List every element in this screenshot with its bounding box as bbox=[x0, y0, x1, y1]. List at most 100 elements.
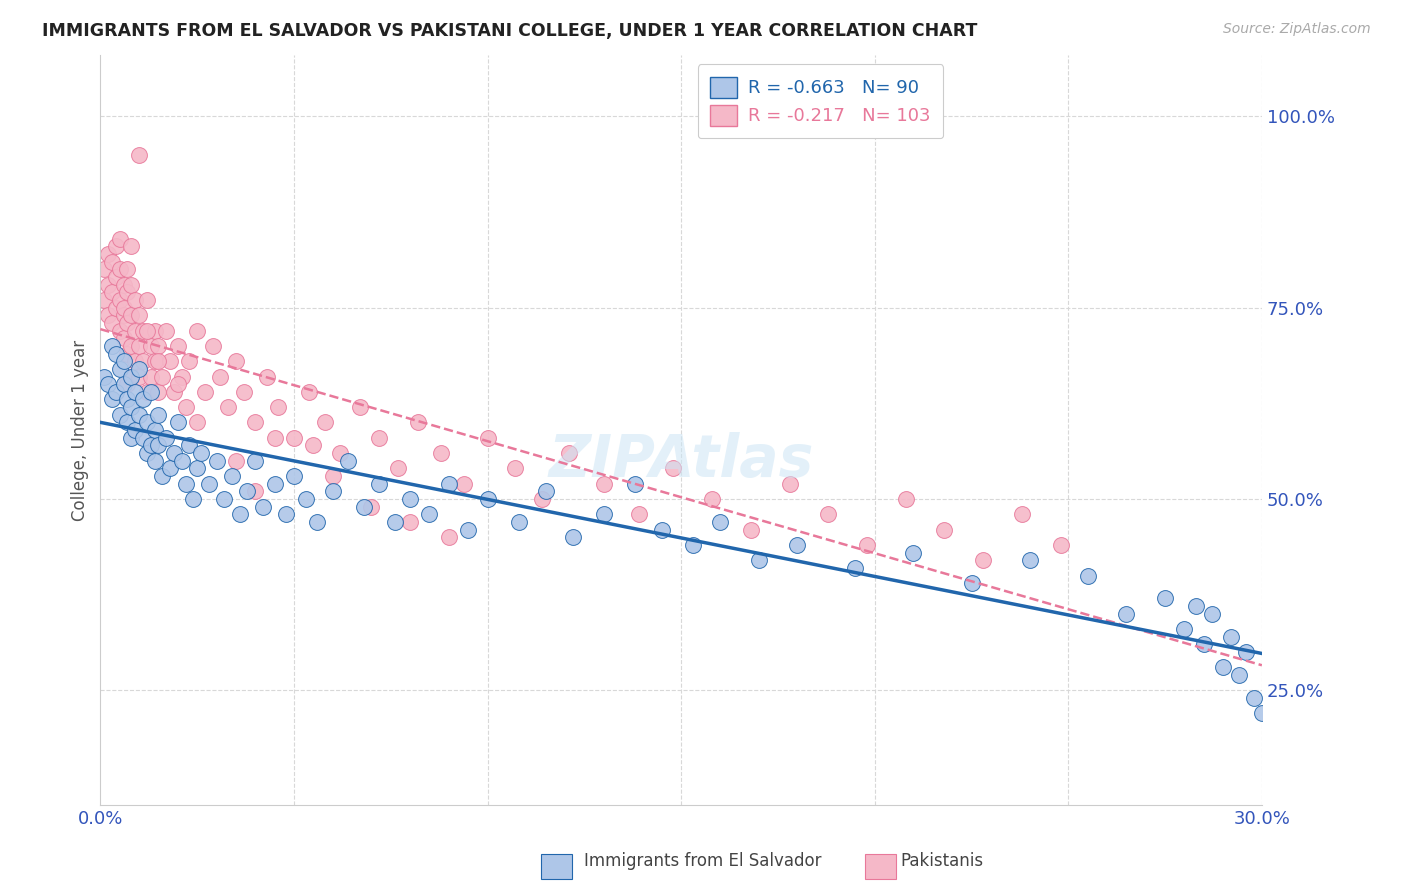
Point bbox=[120, 339, 142, 353]
Point bbox=[181, 491, 204, 506]
Point bbox=[179, 354, 201, 368]
Point bbox=[894, 491, 917, 506]
Point bbox=[298, 384, 321, 399]
Point bbox=[139, 384, 162, 399]
Point bbox=[124, 293, 146, 307]
Point bbox=[1185, 599, 1208, 614]
Point bbox=[135, 416, 157, 430]
Point bbox=[225, 354, 247, 368]
Point bbox=[294, 491, 316, 506]
Point bbox=[477, 431, 499, 445]
Point bbox=[1077, 568, 1099, 582]
Point bbox=[437, 530, 460, 544]
Point bbox=[101, 254, 124, 268]
Point bbox=[135, 446, 157, 460]
Point bbox=[112, 309, 135, 323]
Point bbox=[307, 515, 329, 529]
Point bbox=[1049, 538, 1071, 552]
Point bbox=[508, 515, 530, 529]
Point bbox=[245, 416, 267, 430]
Text: Source: ZipAtlas.com: Source: ZipAtlas.com bbox=[1223, 22, 1371, 37]
Point bbox=[101, 392, 124, 407]
Point bbox=[201, 339, 224, 353]
Point bbox=[700, 491, 723, 506]
Point bbox=[1212, 660, 1234, 674]
Point bbox=[101, 339, 124, 353]
Point bbox=[148, 408, 170, 422]
Point bbox=[418, 508, 440, 522]
Point bbox=[190, 446, 212, 460]
Legend: R = -0.663   N= 90, R = -0.217   N= 103: R = -0.663 N= 90, R = -0.217 N= 103 bbox=[697, 64, 943, 138]
Point bbox=[148, 354, 170, 368]
Point bbox=[1173, 622, 1195, 636]
Text: IMMIGRANTS FROM EL SALVADOR VS PAKISTANI COLLEGE, UNDER 1 YEAR CORRELATION CHART: IMMIGRANTS FROM EL SALVADOR VS PAKISTANI… bbox=[42, 22, 977, 40]
Point bbox=[623, 476, 645, 491]
Point bbox=[245, 454, 267, 468]
Point bbox=[112, 331, 135, 345]
Y-axis label: College, Under 1 year: College, Under 1 year bbox=[72, 340, 89, 521]
Point bbox=[108, 324, 131, 338]
Point bbox=[349, 400, 371, 414]
Point bbox=[128, 147, 150, 161]
Point bbox=[163, 384, 186, 399]
Point bbox=[148, 339, 170, 353]
Point bbox=[186, 416, 208, 430]
Point bbox=[477, 491, 499, 506]
Point bbox=[104, 270, 127, 285]
Point bbox=[117, 392, 139, 407]
Point bbox=[1227, 668, 1250, 682]
Point bbox=[1243, 690, 1265, 705]
Point bbox=[104, 301, 127, 315]
Point bbox=[960, 576, 983, 591]
Point bbox=[232, 384, 254, 399]
Point bbox=[1115, 607, 1137, 621]
Point bbox=[179, 438, 201, 452]
Point bbox=[209, 369, 232, 384]
Point bbox=[104, 384, 127, 399]
Point bbox=[453, 476, 475, 491]
Point bbox=[534, 484, 557, 499]
Point bbox=[166, 377, 188, 392]
Point bbox=[112, 301, 135, 315]
Point bbox=[225, 454, 247, 468]
Point bbox=[108, 232, 131, 246]
Point bbox=[1219, 630, 1241, 644]
Point bbox=[135, 324, 157, 338]
Point bbox=[561, 530, 583, 544]
Point bbox=[93, 293, 115, 307]
Point bbox=[353, 500, 375, 514]
Point bbox=[117, 346, 139, 360]
Point bbox=[1234, 645, 1257, 659]
Point bbox=[430, 446, 453, 460]
Point bbox=[252, 500, 274, 514]
Point bbox=[159, 354, 181, 368]
Point bbox=[399, 491, 422, 506]
Point bbox=[104, 239, 127, 253]
Point bbox=[124, 384, 146, 399]
Point bbox=[186, 324, 208, 338]
Point bbox=[159, 461, 181, 475]
Text: ZIPAtlas: ZIPAtlas bbox=[548, 432, 814, 489]
Point bbox=[329, 446, 352, 460]
Point bbox=[97, 377, 120, 392]
Point bbox=[148, 438, 170, 452]
Point bbox=[120, 431, 142, 445]
Point bbox=[166, 416, 188, 430]
Point bbox=[97, 277, 120, 292]
Point bbox=[662, 461, 685, 475]
Point bbox=[128, 362, 150, 376]
Point bbox=[387, 461, 409, 475]
Point bbox=[101, 316, 124, 330]
Point bbox=[236, 484, 259, 499]
Point bbox=[322, 484, 344, 499]
Point bbox=[903, 545, 925, 559]
Point bbox=[457, 523, 479, 537]
Point bbox=[856, 538, 879, 552]
Point bbox=[139, 369, 162, 384]
Point bbox=[170, 454, 193, 468]
Point bbox=[135, 293, 157, 307]
Point bbox=[120, 277, 142, 292]
Point bbox=[101, 285, 124, 300]
Point bbox=[437, 476, 460, 491]
Point bbox=[155, 431, 177, 445]
